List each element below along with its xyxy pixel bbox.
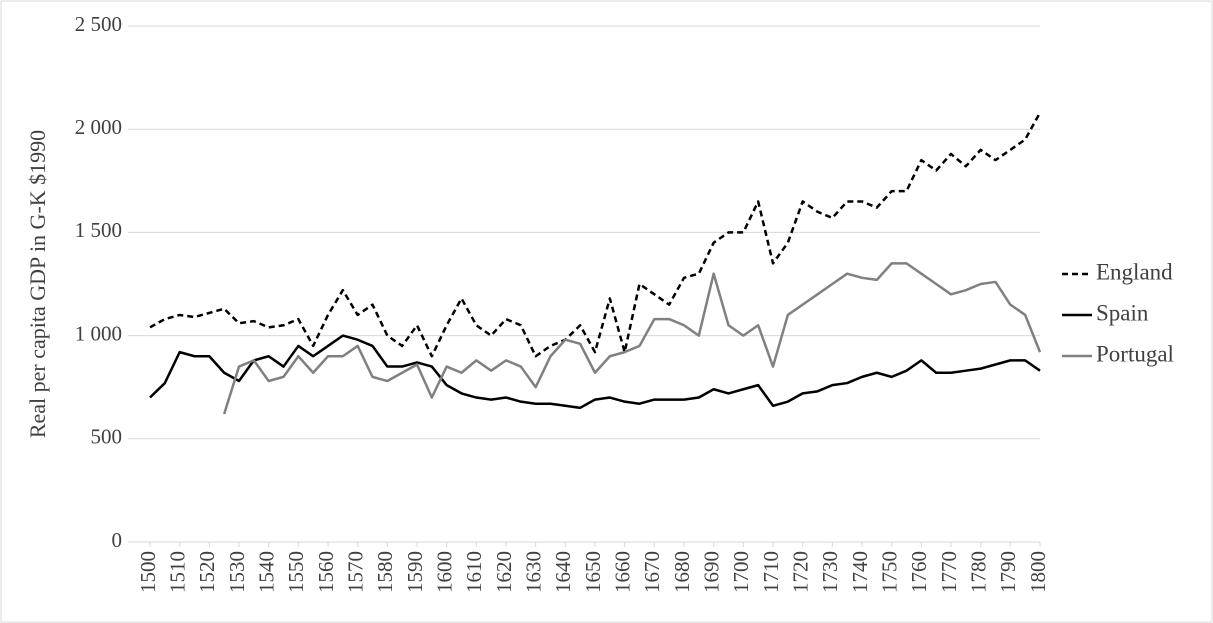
y-axis-title: Real per capita GDP in G-K $1990 — [25, 130, 50, 438]
x-tick-label: 1570 — [343, 551, 367, 593]
x-tick-label: 1620 — [492, 551, 516, 593]
x-tick-label: 1580 — [373, 551, 397, 593]
x-tick-label: 1660 — [610, 551, 634, 593]
y-tick-label: 1 500 — [75, 218, 122, 242]
x-tick-label: 1730 — [818, 551, 842, 593]
x-tick-label: 1610 — [462, 551, 486, 593]
x-tick-label: 1800 — [1026, 551, 1050, 593]
y-tick-label: 0 — [112, 528, 123, 552]
x-tick-label: 1720 — [788, 551, 812, 593]
y-tick-label: 2 500 — [75, 12, 122, 36]
x-tick-label: 1560 — [314, 551, 338, 593]
x-tick-label: 1600 — [432, 551, 456, 593]
x-tick-label: 1530 — [225, 551, 249, 593]
x-tick-label: 1640 — [551, 551, 575, 593]
legend-label: Spain — [1096, 300, 1149, 325]
legend-label: England — [1096, 259, 1173, 284]
y-tick-label: 500 — [91, 425, 123, 449]
x-tick-label: 1790 — [996, 551, 1020, 593]
x-tick-label: 1550 — [284, 551, 308, 593]
x-tick-label: 1780 — [966, 551, 990, 593]
x-tick-label: 1510 — [165, 551, 189, 593]
x-tick-label: 1520 — [195, 551, 219, 593]
series-line — [149, 112, 1042, 358]
x-tick-label: 1770 — [937, 551, 961, 593]
x-tick-label: 1700 — [729, 551, 753, 593]
x-tick-label: 1670 — [640, 551, 664, 593]
series-line — [149, 334, 1041, 410]
y-tick-label: 2 000 — [75, 115, 122, 139]
x-tick-label: 1760 — [907, 551, 931, 593]
series-line — [222, 262, 1042, 415]
x-tick-label: 1630 — [521, 551, 545, 593]
x-tick-label: 1710 — [759, 551, 783, 593]
legend-label: Portugal — [1096, 341, 1174, 366]
x-tick-label: 1690 — [699, 551, 723, 593]
x-tick-label: 1590 — [403, 551, 427, 593]
x-tick-label: 1680 — [670, 551, 694, 593]
x-tick-label: 1740 — [848, 551, 872, 593]
x-tick-label: 1650 — [581, 551, 605, 593]
x-tick-label: 1750 — [877, 551, 901, 593]
x-tick-label: 1500 — [136, 551, 160, 593]
y-tick-label: 1 000 — [75, 321, 122, 345]
x-tick-label: 1540 — [254, 551, 278, 593]
